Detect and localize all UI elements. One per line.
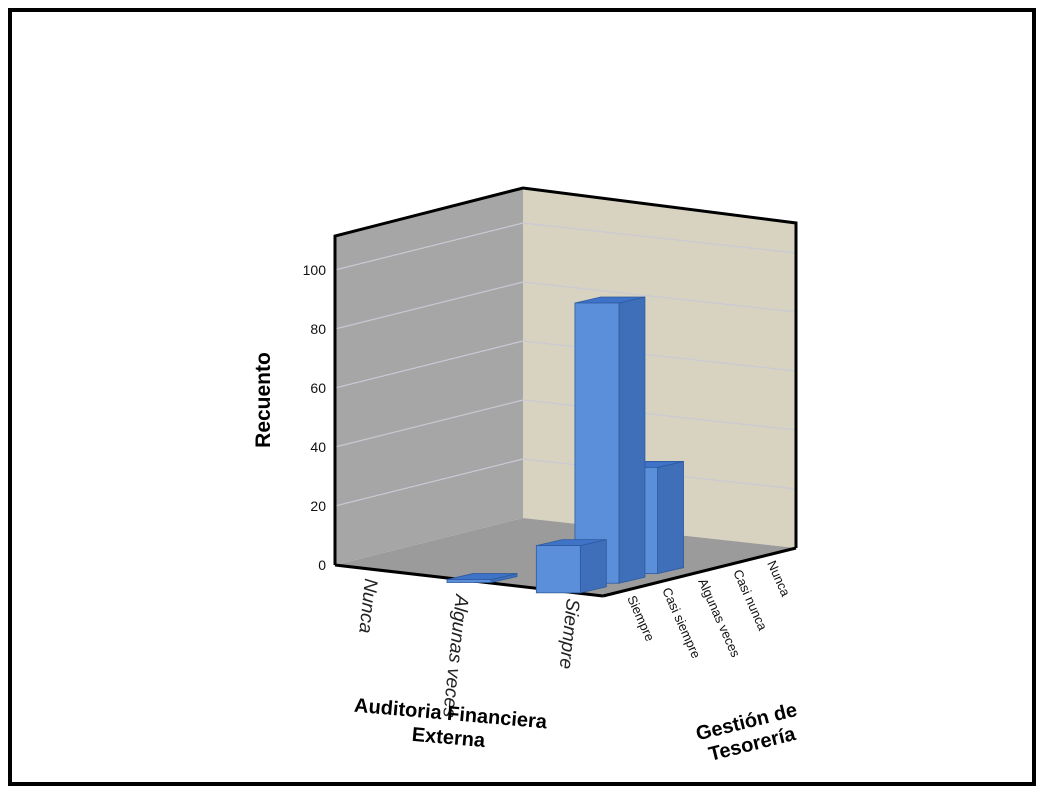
- y-tick-label: 100: [303, 262, 327, 278]
- bars: [446, 296, 684, 594]
- bar: [446, 573, 518, 584]
- y-tick-label: 80: [310, 321, 326, 337]
- y-tick-label: 60: [310, 380, 326, 396]
- bar-front: [574, 302, 620, 584]
- gridline: [334, 399, 524, 448]
- bar-front: [446, 579, 492, 583]
- bar: [535, 539, 607, 594]
- y-axis-title: Recuento: [252, 352, 275, 448]
- y-tick-label: 0: [318, 557, 326, 573]
- bar: [574, 296, 646, 584]
- gridline: [334, 222, 524, 271]
- y-tick-label: 40: [310, 439, 326, 455]
- y-tick-label: 20: [310, 498, 326, 514]
- gridline: [334, 340, 524, 389]
- left-wall: [335, 188, 523, 565]
- bar-side: [579, 539, 607, 594]
- gridline: [522, 340, 797, 372]
- bar-front: [535, 545, 581, 594]
- y-tick-labels: 0 20 40 60 80 100: [303, 262, 327, 573]
- gridline: [334, 458, 524, 507]
- gridline: [522, 222, 797, 254]
- bar-side: [657, 460, 684, 575]
- gridlines: [334, 222, 797, 507]
- gridline: [522, 399, 797, 431]
- gridline: [522, 281, 797, 313]
- gridline: [334, 281, 524, 330]
- bar-side: [618, 296, 646, 584]
